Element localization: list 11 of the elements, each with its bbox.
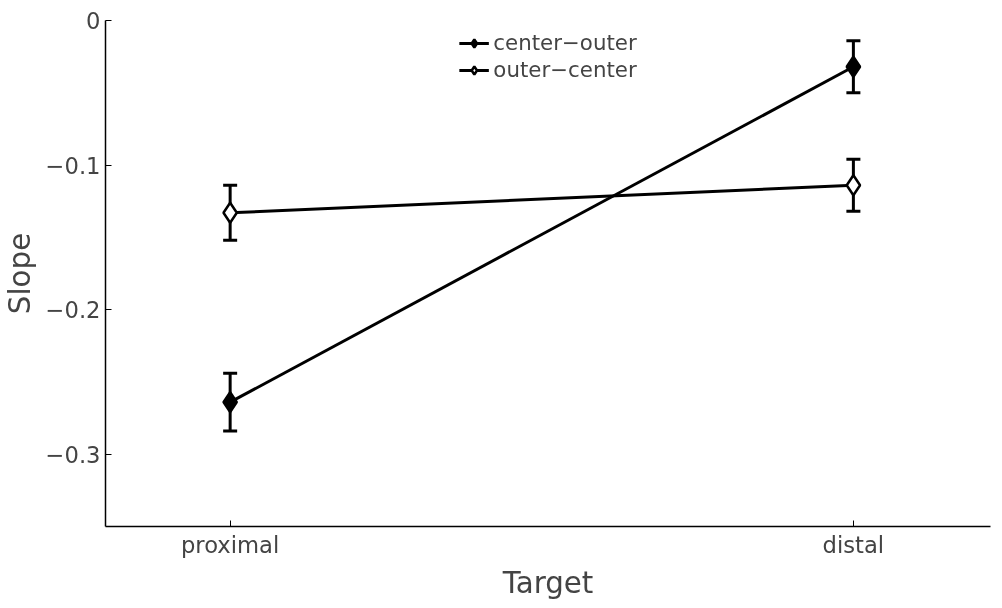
- x-tick-label: distal: [822, 531, 885, 558]
- y-axis-title: Slope: [3, 232, 38, 315]
- y-tick-label: 0: [86, 8, 101, 34]
- x-axis-title: Target: [501, 565, 594, 600]
- legend-label: outer−center: [493, 57, 637, 82]
- point: [845, 174, 862, 197]
- y-tick-label: −0.3: [45, 441, 101, 468]
- y-tick-label: −0.2: [45, 297, 101, 324]
- legend-label: center−outer: [493, 30, 637, 55]
- x-tick-label: proximal: [180, 531, 280, 558]
- y-tick-label: −0.1: [45, 152, 101, 179]
